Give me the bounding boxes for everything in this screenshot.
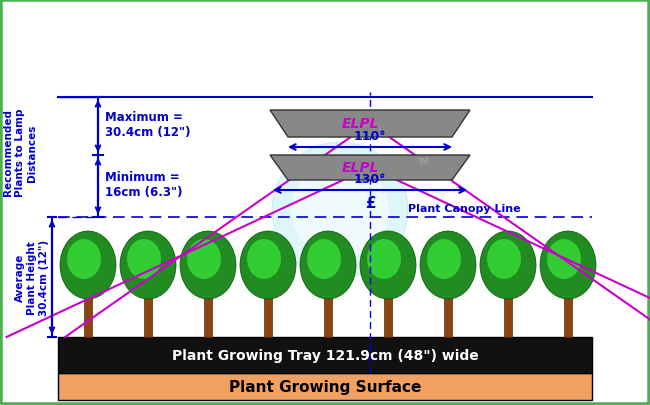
Bar [504,285,512,337]
Text: 130°: 130° [354,173,386,185]
Ellipse shape [120,231,176,299]
Text: £: £ [365,195,375,210]
Ellipse shape [420,231,476,299]
Text: 110°: 110° [354,130,386,143]
Ellipse shape [240,231,296,299]
Polygon shape [270,156,470,181]
Bar [564,285,572,337]
Polygon shape [270,111,470,138]
Ellipse shape [540,231,596,299]
Text: ELPL: ELPL [341,116,379,130]
Bar [324,285,332,337]
Text: Plant Canopy Line: Plant Canopy Line [408,203,521,213]
Bar [84,285,92,337]
Text: Recommended
Plants to Lamp
Distances: Recommended Plants to Lamp Distances [3,109,36,197]
Ellipse shape [360,231,416,299]
Ellipse shape [67,239,101,279]
Text: Average
Plant Height
30.4cm (12"): Average Plant Height 30.4cm (12") [16,239,49,315]
Ellipse shape [300,231,356,299]
Ellipse shape [307,239,341,279]
Ellipse shape [187,239,221,279]
Bar [58,337,592,373]
Text: Maximum =
30.4cm (12"): Maximum = 30.4cm (12") [105,111,190,139]
Text: ELPL: ELPL [341,160,379,174]
Bar [264,285,272,337]
Circle shape [292,162,388,258]
Bar [204,285,212,337]
Ellipse shape [60,231,116,299]
Ellipse shape [180,231,236,299]
Bar [444,285,452,337]
Ellipse shape [427,239,461,279]
Circle shape [272,143,408,278]
Bar [58,373,592,400]
Bar [144,285,152,337]
Text: Plant Growing Surface: Plant Growing Surface [229,379,421,394]
Bar [384,285,392,337]
Text: Plant Growing Tray 121.9cm (48") wide: Plant Growing Tray 121.9cm (48") wide [172,348,478,362]
Ellipse shape [127,239,161,279]
Text: TM: TM [418,158,429,166]
Ellipse shape [367,239,401,279]
Ellipse shape [487,239,521,279]
Ellipse shape [547,239,581,279]
Ellipse shape [480,231,536,299]
Ellipse shape [247,239,281,279]
Text: Minimum =
16cm (6.3"): Minimum = 16cm (6.3") [105,171,183,198]
